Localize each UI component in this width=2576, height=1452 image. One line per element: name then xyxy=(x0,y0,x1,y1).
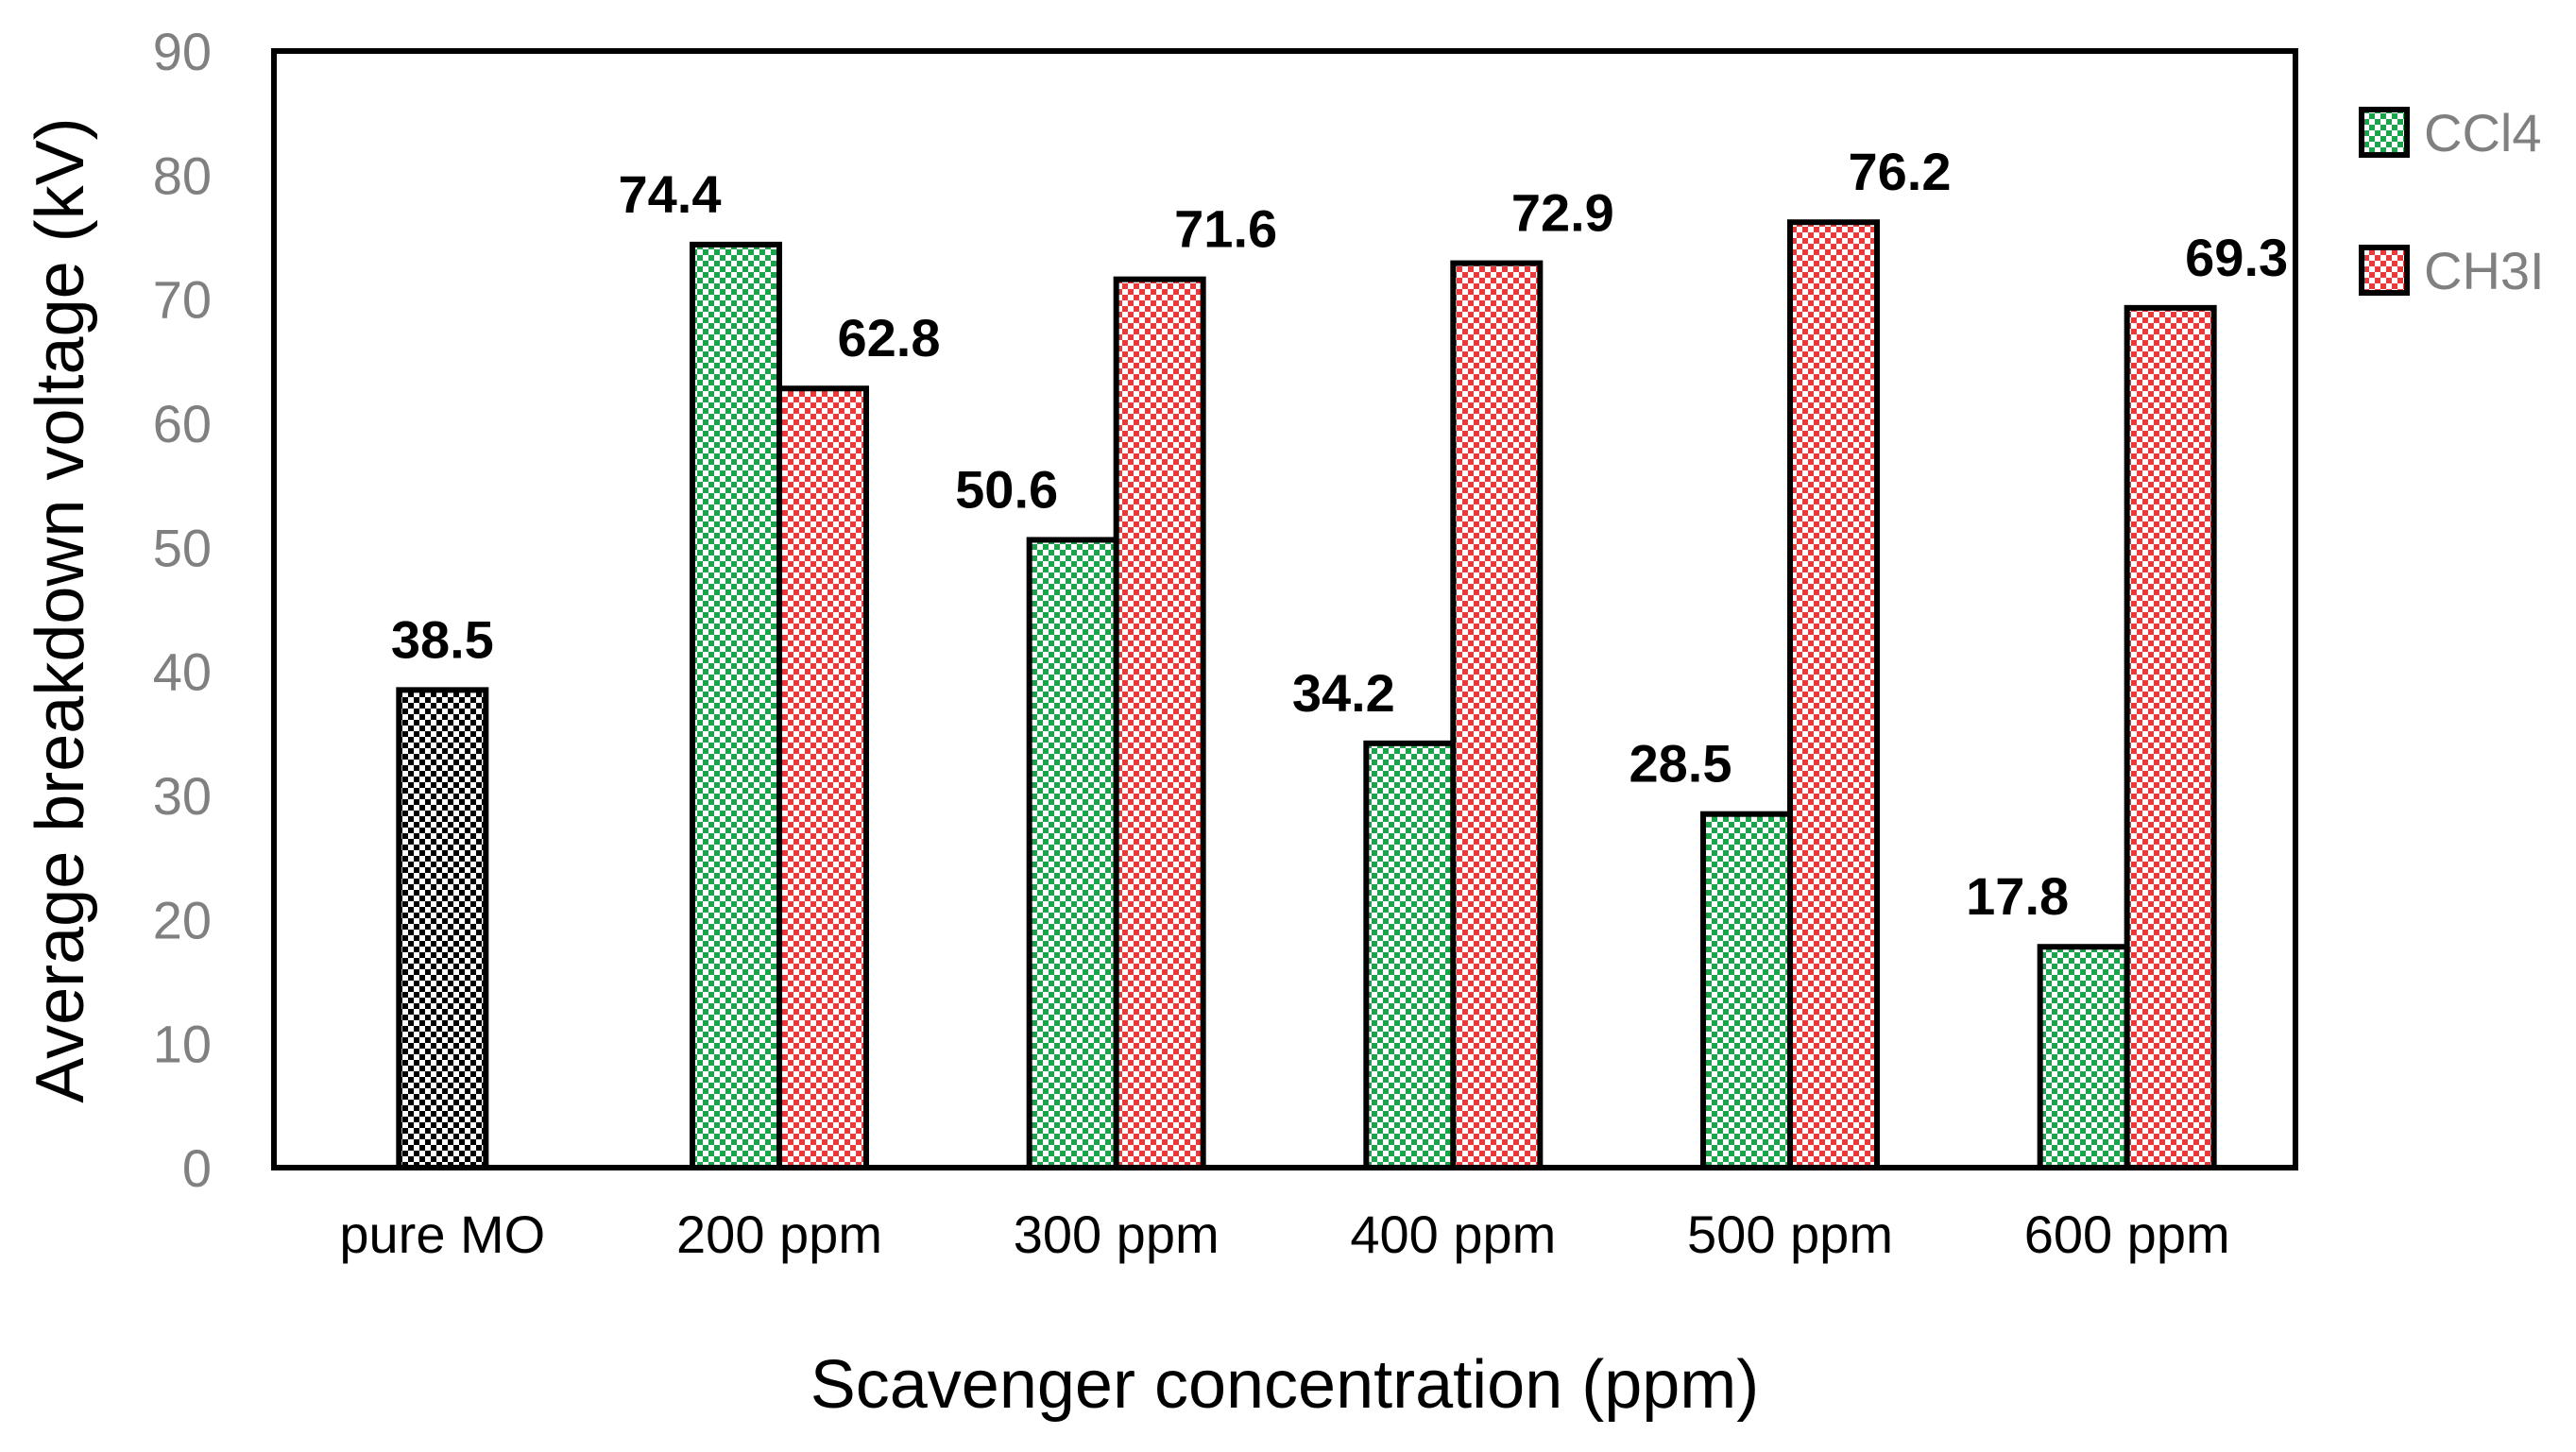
x-category-label: pure MO xyxy=(339,1204,545,1264)
y-tick-label: 20 xyxy=(153,890,212,949)
x-category-label: 300 ppm xyxy=(1014,1204,1220,1264)
x-category-label: 200 ppm xyxy=(676,1204,882,1264)
y-tick-label: 80 xyxy=(153,145,212,205)
data-label-ch3i-300-ppm: 71.6 xyxy=(1174,199,1277,259)
legend-swatch-ccl4 xyxy=(2359,107,2410,158)
x-category-label: 400 ppm xyxy=(1350,1204,1556,1264)
y-axis-title: Average breakdown voltage (kV) xyxy=(23,117,98,1102)
data-label-ccl4-400-ppm: 34.2 xyxy=(1292,663,1395,723)
x-axis-title: Scavenger concentration (ppm) xyxy=(810,1347,1760,1423)
data-label-ch3i-500-ppm: 76.2 xyxy=(1849,142,1952,201)
y-tick-label: 90 xyxy=(153,22,212,81)
legend-label-ccl4: CCl4 xyxy=(2424,103,2541,162)
data-label-ch3i-600-ppm: 69.3 xyxy=(2185,228,2288,287)
bar-ch3i-500-ppm xyxy=(1787,219,1880,1171)
x-category-label: 500 ppm xyxy=(1687,1204,1893,1264)
y-tick-label: 60 xyxy=(153,394,212,453)
data-label-ccl4-300-ppm: 50.6 xyxy=(955,459,1058,519)
x-category-label: 600 ppm xyxy=(2024,1204,2230,1264)
data-label-ch3i-400-ppm: 72.9 xyxy=(1511,183,1614,243)
bars-group xyxy=(396,219,2217,1171)
data-label-pure-mo-pure-mo: 38.5 xyxy=(391,609,494,669)
y-tick-label: 40 xyxy=(153,642,212,702)
bar-ccl4-300-ppm xyxy=(1026,537,1119,1170)
plot-frame xyxy=(271,48,2298,1170)
bar-ccl4-500-ppm xyxy=(1700,811,1793,1170)
bar-ccl4-600-ppm xyxy=(2037,944,2130,1171)
legend-item-ccl4: CCl4 xyxy=(2359,103,2541,162)
legend-item-ch3i: CH3I xyxy=(2359,241,2545,300)
data-label-ch3i-200-ppm: 62.8 xyxy=(838,308,941,367)
y-tick-label: 70 xyxy=(153,270,212,330)
bar-ccl4-400-ppm xyxy=(1363,740,1457,1171)
legend-label-ch3i: CH3I xyxy=(2424,241,2545,300)
data-labels-group: 38.5 74.4 62.8 50.6 71.6 34.2 72.9 28.5 76.2 17.8… xyxy=(391,142,2288,926)
bar-pure-mo-pure-mo xyxy=(396,687,489,1170)
bar-ch3i-300-ppm xyxy=(1113,276,1206,1170)
bar-ch3i-600-ppm xyxy=(2124,304,2217,1170)
x-axis-labels: pure MO 200 ppm 300 ppm 400 ppm 500 ppm 600 p… xyxy=(339,1204,2229,1264)
data-label-ccl4-500-ppm: 28.5 xyxy=(1629,734,1732,794)
bar-ch3i-400-ppm xyxy=(1450,260,1544,1170)
data-label-ccl4-200-ppm: 74.4 xyxy=(619,164,722,224)
y-tick-label: 0 xyxy=(182,1138,212,1198)
y-tick-label: 10 xyxy=(153,1015,212,1074)
bar-ch3i-200-ppm xyxy=(776,385,869,1170)
bar-ccl4-200-ppm xyxy=(690,241,782,1170)
y-tick-label: 50 xyxy=(153,518,212,577)
y-axis-ticks: 0 10 20 30 40 50 60 70 80 90 xyxy=(153,22,212,1198)
legend: CCl4 CH3I xyxy=(2359,103,2545,300)
legend-swatch-ch3i xyxy=(2359,245,2410,296)
data-label-ccl4-600-ppm: 17.8 xyxy=(1966,866,2069,926)
y-tick-label: 30 xyxy=(153,766,212,826)
